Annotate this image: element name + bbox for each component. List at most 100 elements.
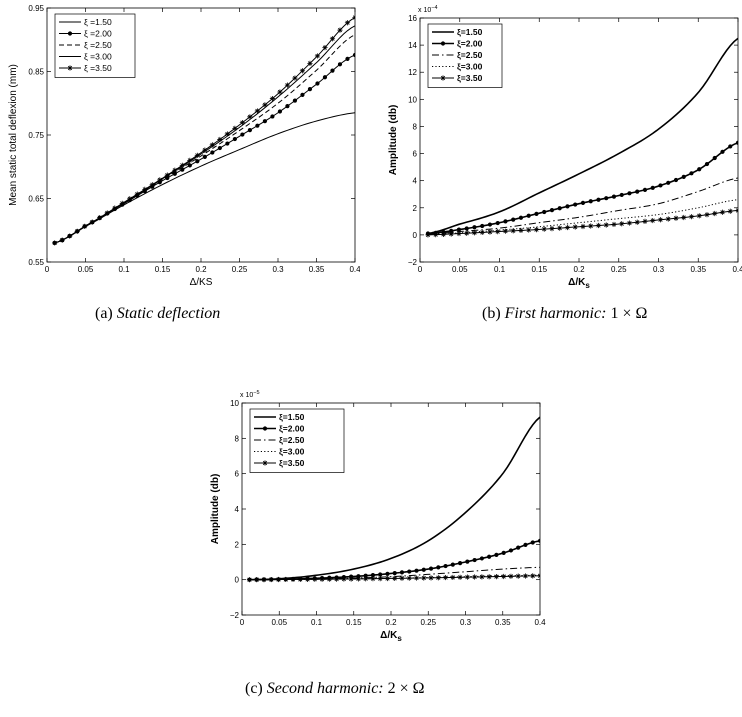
series-marker-4: [518, 227, 524, 234]
series-marker-4: [329, 36, 336, 42]
series-marker-4: [67, 233, 73, 239]
caption-b-math: 1 × Ω: [610, 305, 648, 322]
series-marker-1: [370, 573, 376, 578]
caption-b-text: First harmonic:: [504, 305, 607, 322]
x-tick-label: 0.05: [271, 618, 287, 627]
series-marker-4: [522, 573, 529, 579]
series-marker-4: [681, 214, 687, 221]
series-marker-4: [157, 177, 163, 183]
x-tick-label: 0.35: [495, 618, 511, 627]
y-tick-label: 6: [235, 470, 240, 479]
legend-label-2: ξ=2.50: [457, 50, 483, 60]
series-marker-1: [534, 211, 539, 216]
series-marker-4: [530, 573, 536, 579]
x-tick-label: 0.25: [232, 265, 248, 274]
legend-label-1: ξ =2.00: [84, 29, 112, 39]
series-marker-4: [435, 575, 441, 581]
series-marker-1: [650, 185, 655, 190]
y-axis-label: Amplitude (db): [210, 474, 221, 545]
series-marker-4: [297, 576, 303, 583]
series-marker-4: [239, 120, 245, 126]
y-tick-label: −2: [230, 611, 240, 620]
series-marker-4: [413, 575, 420, 581]
y-exponent-power: −4: [431, 5, 437, 11]
y-axis-label: Amplitude (db): [388, 105, 399, 176]
series-marker-4: [352, 14, 355, 21]
series-marker-1: [378, 572, 383, 577]
series-marker-1: [385, 571, 390, 576]
series-marker-1: [627, 191, 632, 196]
series-marker-4: [97, 215, 103, 221]
series-marker-1: [392, 571, 397, 576]
series-marker-4: [119, 200, 125, 206]
series-marker-4: [433, 232, 439, 238]
series-marker-1: [487, 554, 492, 559]
series-marker-4: [696, 213, 702, 219]
series-marker-4: [557, 225, 563, 231]
legend-marker-4: [67, 65, 73, 71]
series-marker-1: [187, 163, 192, 168]
series-marker-1: [399, 570, 405, 575]
series-marker-4: [334, 576, 340, 582]
series-marker-4: [246, 577, 253, 583]
series-marker-4: [261, 576, 267, 583]
series-marker-1: [704, 161, 710, 167]
x-tick-label: 0.3: [272, 265, 284, 274]
series-marker-4: [52, 240, 58, 246]
caption-b-label: (b): [482, 305, 501, 322]
x-tick-label: 0.15: [346, 618, 362, 627]
series-marker-4: [442, 574, 449, 581]
series-line-3: [427, 199, 738, 235]
legend-marker-4: [262, 460, 268, 466]
x-tick-label: 0.25: [611, 265, 627, 274]
y-tick-label: 10: [408, 95, 417, 104]
series-marker-1: [619, 192, 624, 198]
series-marker-1: [673, 177, 679, 183]
series-marker-4: [172, 167, 178, 173]
series-marker-4: [457, 574, 463, 580]
series-marker-4: [104, 210, 110, 216]
series-marker-4: [472, 574, 478, 580]
x-tick-label: 0.05: [452, 265, 468, 274]
series-marker-4: [314, 53, 321, 59]
series-marker-4: [704, 212, 710, 218]
legend-label-4: ξ=3.50: [457, 73, 483, 83]
series-marker-1: [565, 204, 570, 209]
series-marker-4: [269, 95, 276, 102]
series-marker-1: [588, 199, 593, 204]
series-marker-1: [658, 183, 663, 188]
series-marker-4: [537, 573, 540, 579]
x-tick-label: 0.2: [195, 265, 207, 274]
series-marker-1: [436, 565, 441, 570]
series-marker-1: [363, 573, 368, 578]
series-marker-4: [127, 196, 133, 202]
y-tick-label: 4: [413, 177, 418, 186]
series-marker-4: [487, 229, 493, 235]
y-axis-label: Mean static total deflexion (mm): [8, 64, 19, 206]
series-marker-4: [355, 576, 362, 582]
legend-marker-1: [262, 426, 268, 431]
series-marker-1: [421, 567, 426, 572]
series-group: [52, 14, 355, 246]
series-marker-1: [277, 109, 283, 114]
caption-b: (b) First harmonic: 1 × Ω: [482, 305, 647, 323]
series-marker-1: [503, 219, 508, 224]
series-marker-1: [428, 566, 434, 571]
series-marker-4: [164, 172, 170, 178]
series-marker-1: [549, 208, 555, 213]
series-marker-4: [603, 222, 609, 228]
series-marker-1: [407, 569, 412, 574]
legend: ξ=1.50 ξ=2.00ξ=2.50 ξ=3.00ξ=3.50: [427, 23, 503, 88]
series-marker-1: [689, 171, 694, 176]
series-marker-1: [315, 81, 320, 86]
series-marker-4: [508, 573, 514, 579]
series-marker-1: [292, 98, 298, 103]
legend-marker-1: [440, 41, 446, 46]
series-marker-1: [247, 128, 252, 133]
chart-static-deflection: 0 0.05 0.1 0.15 0.2 0.25 0.3 0.35 0.4 0.55 0.65 0.7…: [8, 4, 360, 288]
series-marker-1: [307, 87, 313, 92]
series-marker-1: [195, 159, 200, 164]
y-tick-label: 0.65: [28, 195, 44, 204]
series-marker-4: [209, 142, 215, 148]
y-exponent-label: x 10−5: [240, 390, 260, 399]
